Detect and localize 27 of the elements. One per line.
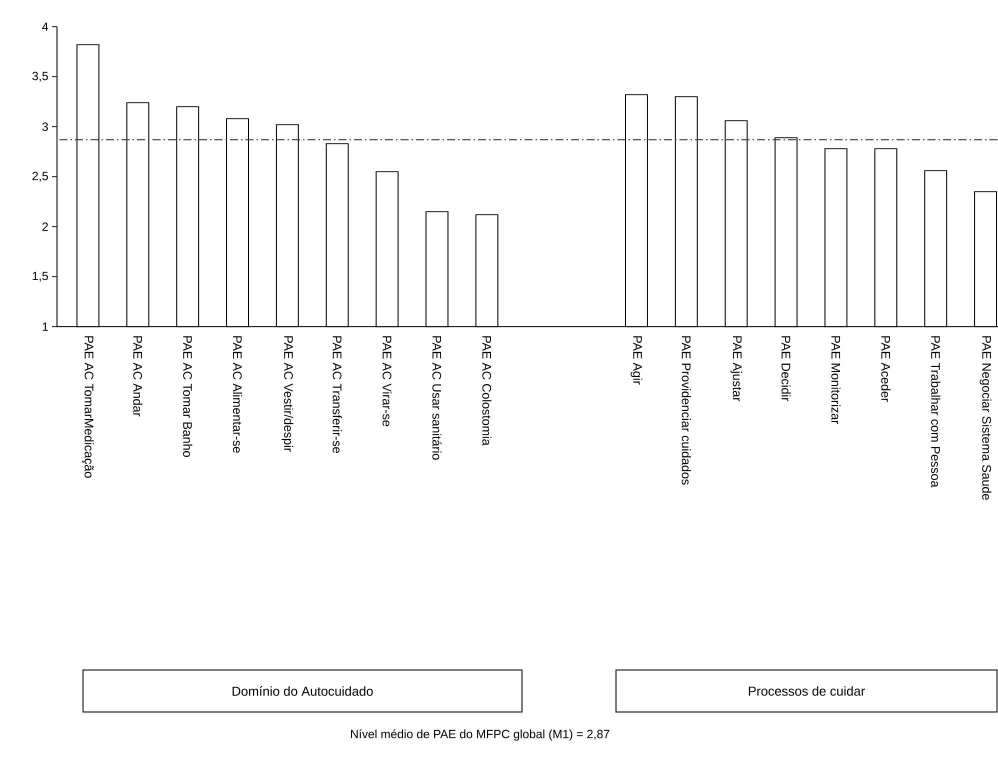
x-tick-label: PAE AC Alimentar-se xyxy=(232,336,242,453)
x-tick-label: PAE AC TomarMedicação xyxy=(82,336,94,478)
x-tick-label: PAE AC Transferir-se xyxy=(332,336,342,453)
y-tick-label: 3,5 xyxy=(32,72,48,82)
y-tick-label: 1,5 xyxy=(32,272,48,282)
y-tick-label: 2,5 xyxy=(32,172,48,182)
y-tick-label: 4 xyxy=(42,22,48,31)
x-tick-label: PAE AC Andar xyxy=(133,336,142,416)
x-tick-label: PAE Agir xyxy=(630,336,642,385)
x-tick-label: PAE AC Vestir/despir xyxy=(282,336,294,452)
x-tick-label: PAE AC Tomar Banho xyxy=(183,336,192,457)
x-tick-label: PAE Monitorizar xyxy=(831,336,841,424)
x-tick-label: PAE Providenciar cuidados xyxy=(682,336,691,485)
y-tick-label: 2 xyxy=(42,222,48,231)
y-tick-label: 1 xyxy=(42,322,48,331)
y-tick-label: 3 xyxy=(42,122,48,131)
x-tick-label: PAE AC Virar-se xyxy=(382,336,392,426)
text: Domínio do Autocuidado xyxy=(232,686,373,696)
x-tick-label: PAE Ajustar xyxy=(730,336,742,402)
x-tick-label: PAE Decidir xyxy=(782,336,791,402)
x-tick-label: PAE Negociar Sistema Saude xyxy=(980,336,992,500)
text: Processos de cuidar xyxy=(748,686,865,696)
x-tick-label: PAE AC Usar sanitário xyxy=(432,336,442,460)
text: Nível médio de PAE do MFPC global (M1) = 2,87 xyxy=(351,729,610,741)
x-tick-label: PAE Trabalhar com Pessoa xyxy=(931,336,940,488)
x-tick-label: PAE AC Colostomia xyxy=(482,336,492,446)
x-tick-label: PAE Aceder xyxy=(881,336,890,402)
